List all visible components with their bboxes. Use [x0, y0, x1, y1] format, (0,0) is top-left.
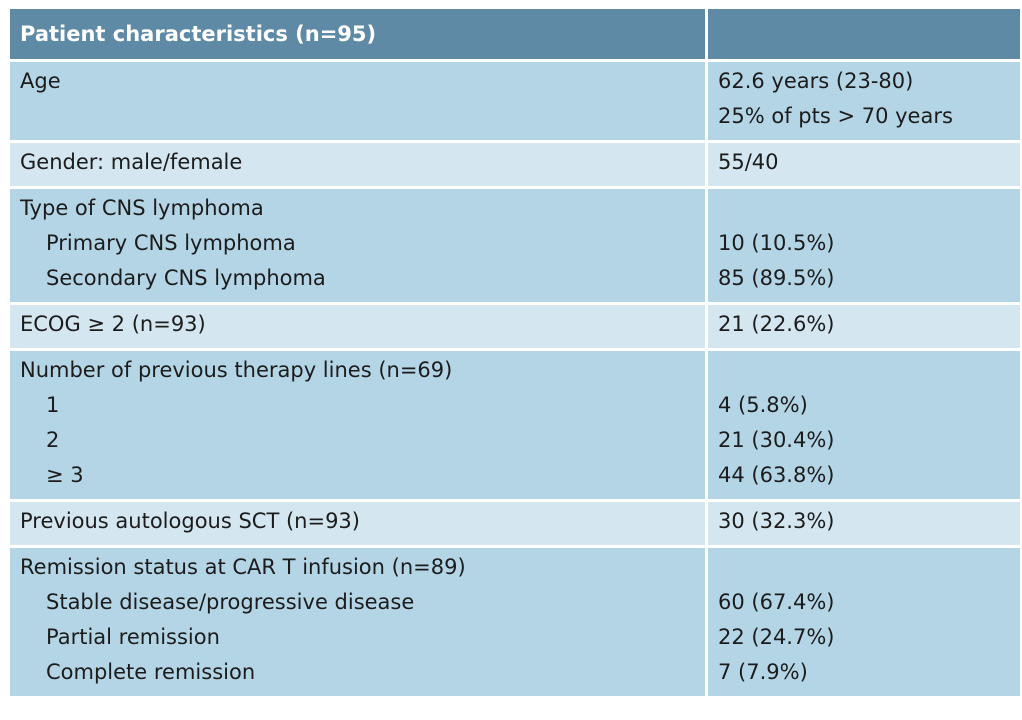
characteristic-value: 60 (67.4%) — [718, 590, 835, 614]
value-spacer — [718, 550, 1020, 585]
table-row: Remission status at CAR T infusion (n=89… — [7, 545, 1022, 699]
characteristic-subitem: 1 — [46, 393, 60, 417]
value-cell: 10 (10.5%) 85 (89.5%) — [705, 186, 1022, 305]
characteristic-value: 25% of pts > 70 years — [718, 104, 953, 128]
value-spacer — [718, 353, 1020, 388]
table-header-value-cell — [705, 6, 1022, 62]
characteristic-cell: Previous autologous SCT (n=93) — [7, 499, 708, 548]
characteristic-label: Type of CNS lymphoma — [20, 196, 264, 220]
characteristic-cell: Type of CNS lymphoma Primary CNS lymphoma… — [7, 186, 708, 305]
characteristic-label: ECOG ≥ 2 (n=93) — [20, 312, 206, 336]
characteristic-subitem: Stable disease/progressive disease — [46, 590, 415, 614]
table-row: Previous autologous SCT (n=93) 30 (32.3%) — [7, 499, 1022, 548]
characteristic-value: 30 (32.3%) — [718, 509, 835, 533]
characteristic-subitem: Secondary CNS lymphoma — [46, 266, 326, 290]
table-title: Patient characteristics (n=95) — [7, 6, 708, 62]
value-cell: 55/40 — [705, 140, 1022, 189]
value-spacer — [718, 191, 1020, 226]
characteristic-subitem: Complete remission — [46, 660, 256, 684]
value-cell: 4 (5.8%) 21 (30.4%) 44 (63.8%) — [705, 348, 1022, 502]
characteristic-value: 62.6 years (23-80) — [718, 69, 914, 93]
value-cell: 30 (32.3%) — [705, 499, 1022, 548]
characteristic-value: 85 (89.5%) — [718, 266, 835, 290]
value-cell: 62.6 years (23-80) 25% of pts > 70 years — [705, 59, 1022, 143]
characteristic-subitem: 2 — [46, 428, 60, 452]
characteristic-cell: Gender: male/female — [7, 140, 708, 189]
characteristic-label: Remission status at CAR T infusion (n=89… — [20, 555, 466, 579]
value-cell: 60 (67.4%) 22 (24.7%) 7 (7.9%) — [705, 545, 1022, 699]
table-row: Number of previous therapy lines (n=69) 1… — [7, 348, 1022, 502]
table-header-row: Patient characteristics (n=95) — [7, 6, 1022, 62]
characteristic-cell: ECOG ≥ 2 (n=93) — [7, 302, 708, 351]
characteristic-value: 55/40 — [718, 150, 779, 174]
value-cell: 21 (22.6%) — [705, 302, 1022, 351]
characteristic-cell: Age — [7, 59, 708, 143]
characteristic-label: Previous autologous SCT (n=93) — [20, 509, 360, 533]
characteristic-label: Gender: male/female — [20, 150, 243, 174]
characteristic-value: 21 (30.4%) — [718, 428, 835, 452]
characteristic-label: Age — [20, 69, 61, 93]
characteristic-value: 44 (63.8%) — [718, 463, 835, 487]
table-row: ECOG ≥ 2 (n=93) 21 (22.6%) — [7, 302, 1022, 351]
characteristic-subitem: ≥ 3 — [46, 463, 84, 487]
table-row: Gender: male/female 55/40 — [7, 140, 1022, 189]
characteristic-cell: Remission status at CAR T infusion (n=89… — [7, 545, 708, 699]
characteristic-subitem: Primary CNS lymphoma — [46, 231, 296, 255]
characteristic-value: 22 (24.7%) — [718, 625, 835, 649]
characteristic-value: 7 (7.9%) — [718, 660, 808, 684]
characteristic-value: 21 (22.6%) — [718, 312, 835, 336]
characteristic-value: 10 (10.5%) — [718, 231, 835, 255]
patient-characteristics-table: Patient characteristics (n=95) Age 62.6 y… — [7, 6, 1022, 699]
characteristic-cell: Number of previous therapy lines (n=69) 1… — [7, 348, 708, 502]
characteristic-value: 4 (5.8%) — [718, 393, 808, 417]
table-row: Type of CNS lymphoma Primary CNS lymphoma… — [7, 186, 1022, 305]
table-row: Age 62.6 years (23-80) 25% of pts > 70 yea… — [7, 59, 1022, 143]
characteristic-label: Number of previous therapy lines (n=69) — [20, 358, 453, 382]
characteristic-subitem: Partial remission — [46, 625, 220, 649]
